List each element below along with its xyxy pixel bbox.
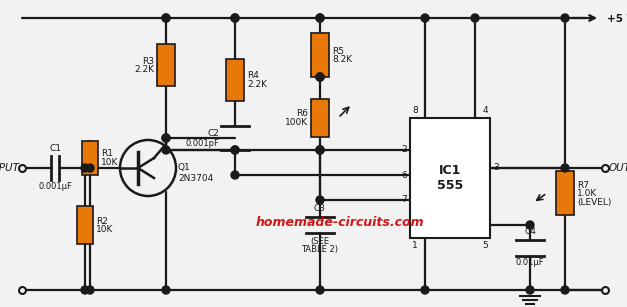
Circle shape: [86, 286, 94, 294]
Text: C4: C4: [524, 227, 536, 236]
Circle shape: [86, 164, 94, 172]
Circle shape: [316, 146, 324, 154]
Text: R4: R4: [247, 72, 259, 80]
Circle shape: [316, 73, 324, 81]
Text: R2: R2: [96, 216, 108, 226]
Text: 4: 4: [482, 106, 488, 115]
Circle shape: [162, 14, 170, 22]
Text: 10K: 10K: [96, 225, 113, 234]
Text: R7: R7: [577, 181, 589, 189]
Text: 0.01μF: 0.01μF: [515, 258, 544, 267]
Text: 100K: 100K: [285, 118, 308, 127]
Text: 1: 1: [412, 241, 418, 250]
Text: R6: R6: [296, 110, 308, 119]
Text: TABLE 2): TABLE 2): [302, 245, 339, 254]
Circle shape: [561, 14, 569, 22]
Text: C3: C3: [314, 204, 326, 213]
Bar: [410, 118, 490, 238]
Bar: [157, 44, 175, 86]
Text: 5: 5: [482, 241, 488, 250]
Circle shape: [316, 14, 324, 22]
Circle shape: [421, 286, 429, 294]
Text: 1.0K: 1.0K: [577, 189, 598, 198]
Circle shape: [316, 14, 324, 22]
Circle shape: [231, 146, 239, 154]
Bar: [311, 33, 329, 77]
Circle shape: [162, 134, 170, 142]
Circle shape: [316, 146, 324, 154]
Text: IC1
555: IC1 555: [437, 164, 463, 192]
Bar: [226, 59, 244, 101]
Circle shape: [421, 14, 429, 22]
Text: 0.001pF: 0.001pF: [185, 139, 219, 149]
Circle shape: [162, 146, 170, 154]
Circle shape: [316, 286, 324, 294]
Text: C1: C1: [49, 144, 61, 153]
Text: R1: R1: [101, 150, 113, 158]
Circle shape: [526, 286, 534, 294]
Text: homemade-circuits.com: homemade-circuits.com: [256, 216, 424, 228]
Text: (SEE: (SEE: [310, 237, 330, 246]
Circle shape: [316, 73, 324, 81]
Circle shape: [561, 286, 569, 294]
Circle shape: [162, 286, 170, 294]
Text: 2.2K: 2.2K: [247, 80, 267, 89]
Text: Q1
2N3704: Q1 2N3704: [178, 163, 213, 183]
Bar: [82, 141, 98, 175]
Circle shape: [81, 286, 89, 294]
Bar: [311, 99, 329, 137]
Text: C2: C2: [207, 129, 219, 138]
Text: OUTPUT: OUTPUT: [609, 163, 627, 173]
Circle shape: [81, 164, 89, 172]
Circle shape: [231, 14, 239, 22]
Text: 3: 3: [493, 164, 498, 173]
Text: R5: R5: [332, 46, 344, 56]
Circle shape: [316, 196, 324, 204]
Circle shape: [162, 134, 170, 142]
Circle shape: [120, 140, 176, 196]
Circle shape: [316, 73, 324, 81]
Text: 8.2K: 8.2K: [332, 55, 352, 64]
Text: 8: 8: [412, 106, 418, 115]
Circle shape: [471, 14, 479, 22]
Text: R3: R3: [142, 56, 154, 65]
Text: (LEVEL): (LEVEL): [577, 197, 611, 207]
Bar: [77, 206, 93, 244]
Text: 7: 7: [401, 196, 407, 204]
Circle shape: [231, 171, 239, 179]
Text: 6: 6: [401, 170, 407, 180]
Text: 2: 2: [401, 146, 407, 154]
Circle shape: [561, 164, 569, 172]
Text: 0.001μF: 0.001μF: [38, 182, 72, 191]
Text: 10K: 10K: [101, 158, 119, 167]
Circle shape: [526, 221, 534, 229]
Circle shape: [316, 146, 324, 154]
Text: 2.2K: 2.2K: [134, 65, 154, 74]
Circle shape: [162, 14, 170, 22]
Text: INPUT: INPUT: [0, 163, 20, 173]
Bar: [556, 171, 574, 215]
Text: +5 TO +15V: +5 TO +15V: [607, 14, 627, 24]
Circle shape: [231, 14, 239, 22]
Circle shape: [231, 146, 239, 154]
